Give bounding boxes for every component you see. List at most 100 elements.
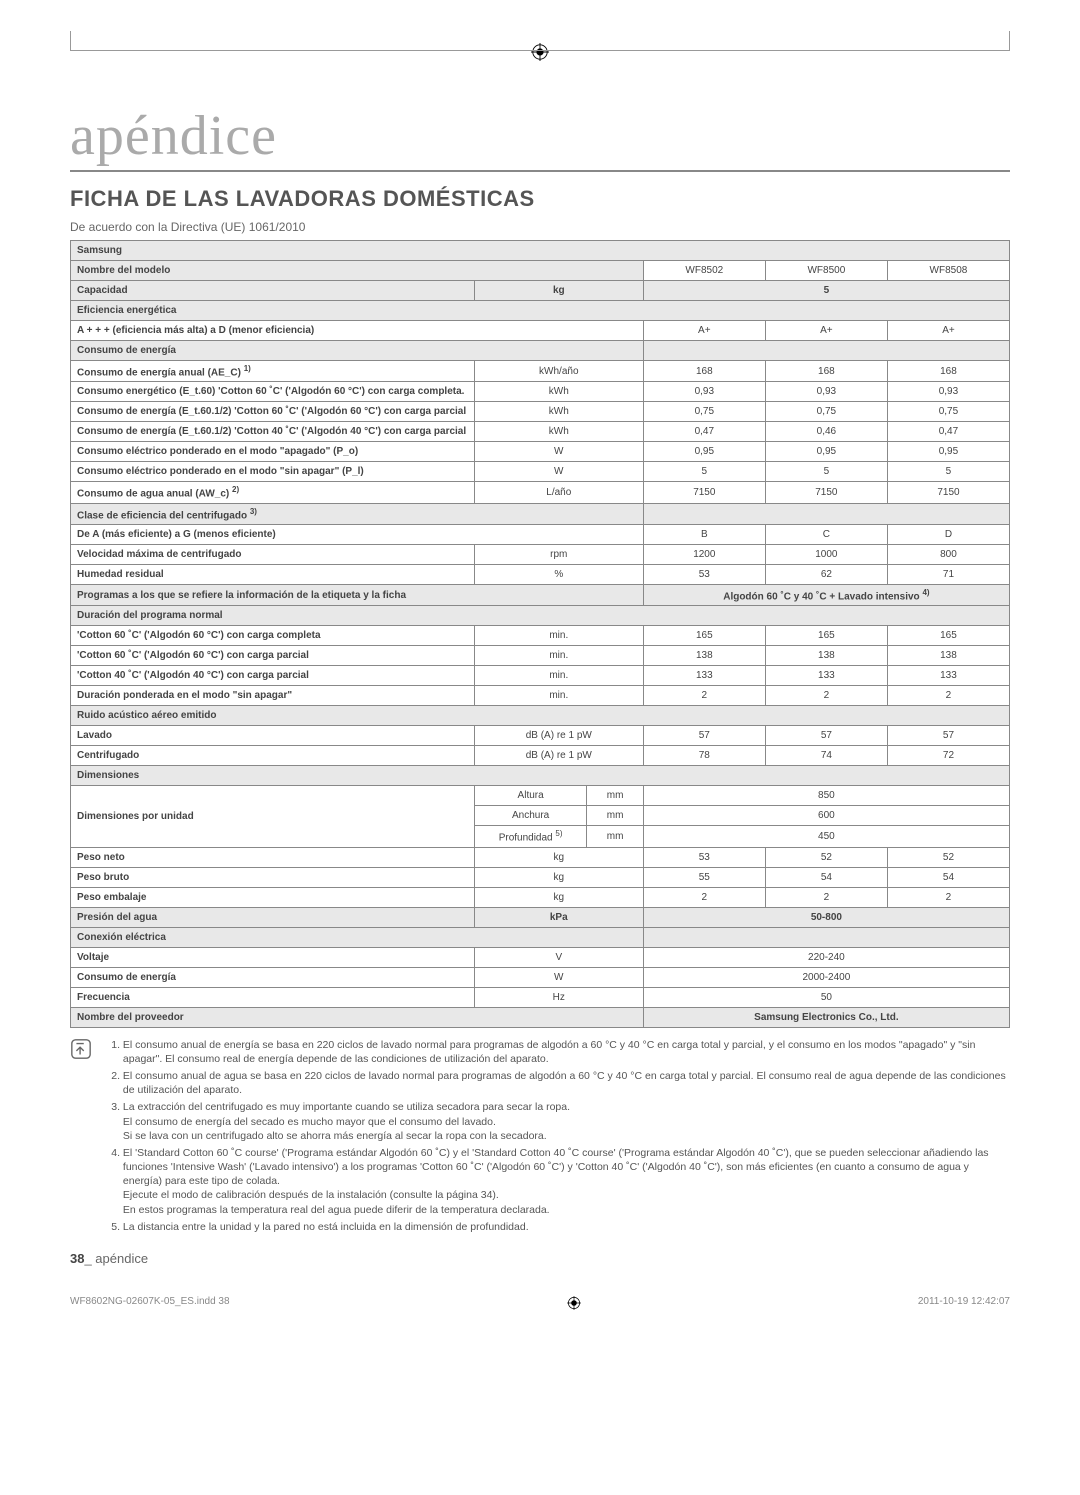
rpm-v1: 1000 — [765, 544, 887, 564]
c60f-unit: min. — [474, 626, 643, 646]
elec-header: Conexión eléctrica — [71, 927, 644, 947]
volt-unit: V — [474, 947, 643, 967]
spin-label: Centrifugado — [71, 746, 475, 766]
dim-header: Dimensiones — [71, 766, 1010, 786]
awc-v0: 7150 — [643, 482, 765, 503]
et60-label: Consumo energético (E_t.60) 'Cotton 60 ˚… — [71, 382, 475, 402]
pressure-unit: kPa — [474, 907, 643, 927]
awc-v1: 7150 — [765, 482, 887, 503]
po-unit: W — [474, 442, 643, 462]
dim1-name: Anchura — [474, 806, 587, 826]
pack-v1: 2 — [765, 887, 887, 907]
crop-mark-top — [70, 50, 1010, 51]
hum-v1: 62 — [765, 564, 887, 584]
net-v0: 53 — [643, 847, 765, 867]
awc-label: Consumo de agua anual (AW_c) 2) — [71, 482, 475, 503]
capacity-value: 5 — [643, 281, 1009, 301]
directive-text: De acuerdo con la Directiva (UE) 1061/20… — [70, 220, 1010, 234]
rpm-v2: 800 — [887, 544, 1009, 564]
power-unit: W — [474, 967, 643, 987]
hum-unit: % — [474, 564, 643, 584]
aec-v2: 168 — [887, 361, 1009, 382]
c60f-label: 'Cotton 60 ˚C' ('Algodón 60 °C') con car… — [71, 626, 475, 646]
et4012-label: Consumo de energía (E_t.60.1/2) 'Cotton … — [71, 422, 475, 442]
eff-scale-label: A + + + (eficiencia más alta) a D (menor… — [71, 321, 644, 341]
power-value: 2000-2400 — [643, 967, 1009, 987]
dim2-name: Profundidad 5) — [474, 826, 587, 847]
po-v0: 0,95 — [643, 442, 765, 462]
et60-v2: 0,93 — [887, 382, 1009, 402]
c60p-v0: 138 — [643, 646, 765, 666]
wash-v2: 57 — [887, 726, 1009, 746]
footnote-5: La distancia entre la unidad y la pared … — [123, 1220, 1007, 1234]
energy-header: Consumo de energía — [71, 341, 644, 361]
brand-row: Samsung — [71, 241, 1010, 261]
page-number: 38 — [70, 1251, 84, 1266]
wash-unit: dB (A) re 1 pW — [474, 726, 643, 746]
print-meta: WF8602NG-02607K-05_ES.indd 38 2011-10-19… — [70, 1296, 1010, 1313]
net-label: Peso neto — [71, 847, 475, 867]
wash-v0: 57 — [643, 726, 765, 746]
gross-v0: 55 — [643, 867, 765, 887]
spin-v1: 74 — [765, 746, 887, 766]
wash-v1: 57 — [765, 726, 887, 746]
footnote-3: La extracción del centrifugado es muy im… — [123, 1100, 1007, 1143]
print-time: 2011-10-19 12:42:07 — [918, 1296, 1010, 1313]
c60p-unit: min. — [474, 646, 643, 666]
dim2-value: 450 — [643, 826, 1009, 847]
c40p-v1: 133 — [765, 666, 887, 686]
et4012-v2: 0,47 — [887, 422, 1009, 442]
eff-header: Eficiencia energética — [71, 301, 1010, 321]
registration-mark-bottom — [567, 1296, 581, 1313]
pressure-label: Presión del agua — [71, 907, 475, 927]
model-1: WF8500 — [765, 261, 887, 281]
pressure-value: 50-800 — [643, 907, 1009, 927]
c40p-label: 'Cotton 40 ˚C' ('Algodón 40 °C') con car… — [71, 666, 475, 686]
et6012-label: Consumo de energía (E_t.60.1/2) 'Cotton … — [71, 402, 475, 422]
durp-unit: min. — [474, 686, 643, 706]
c40p-unit: min. — [474, 666, 643, 686]
freq-value: 50 — [643, 987, 1009, 1007]
page-footer-label: _ apéndice — [84, 1251, 148, 1266]
awc-v2: 7150 — [887, 482, 1009, 503]
page-heading: FICHA DE LAS LAVADORAS DOMÉSTICAS — [70, 186, 1010, 212]
et4012-unit: kWh — [474, 422, 643, 442]
rpm-label: Velocidad máxima de centrifugado — [71, 544, 475, 564]
spin-v0: 78 — [643, 746, 765, 766]
pl-unit: W — [474, 462, 643, 482]
power-label: Consumo de energía — [71, 967, 475, 987]
model-2: WF8508 — [887, 261, 1009, 281]
rpm-unit: rpm — [474, 544, 643, 564]
spec-table: Samsung Nombre del modelo WF8502 WF8500 … — [70, 240, 1010, 1028]
eff-v1: A+ — [765, 321, 887, 341]
dim2-unit: mm — [587, 826, 643, 847]
spin-v0: B — [643, 524, 765, 544]
et4012-v1: 0,46 — [765, 422, 887, 442]
note-icon — [70, 1038, 92, 1064]
spin-unit: dB (A) re 1 pW — [474, 746, 643, 766]
supplier-value: Samsung Electronics Co., Ltd. — [643, 1007, 1009, 1027]
gross-v1: 54 — [765, 867, 887, 887]
pack-unit: kg — [474, 887, 643, 907]
aec-label: Consumo de energía anual (AE_C) 1) — [71, 361, 475, 382]
po-v2: 0,95 — [887, 442, 1009, 462]
rpm-v0: 1200 — [643, 544, 765, 564]
dim-label: Dimensiones por unidad — [71, 786, 475, 847]
dur-header: Duración del programa normal — [71, 606, 1010, 626]
footnote-4: El 'Standard Cotton 60 ˚C course' ('Prog… — [123, 1146, 1007, 1217]
model-label: Nombre del modelo — [71, 261, 644, 281]
capacity-label: Capacidad — [71, 281, 475, 301]
hum-label: Humedad residual — [71, 564, 475, 584]
c60p-label: 'Cotton 60 ˚C' ('Algodón 60 °C') con car… — [71, 646, 475, 666]
spin-scale-label: De A (más eficiente) a G (menos eficient… — [71, 524, 644, 544]
programs-value: Algodón 60 ˚C y 40 ˚C + Lavado intensivo… — [643, 584, 1009, 605]
et6012-v0: 0,75 — [643, 402, 765, 422]
et6012-v2: 0,75 — [887, 402, 1009, 422]
spin-v2: D — [887, 524, 1009, 544]
net-v2: 52 — [887, 847, 1009, 867]
capacity-unit: kg — [474, 281, 643, 301]
po-label: Consumo eléctrico ponderado en el modo "… — [71, 442, 475, 462]
net-unit: kg — [474, 847, 643, 867]
awc-unit: L/año — [474, 482, 643, 503]
et4012-v0: 0,47 — [643, 422, 765, 442]
